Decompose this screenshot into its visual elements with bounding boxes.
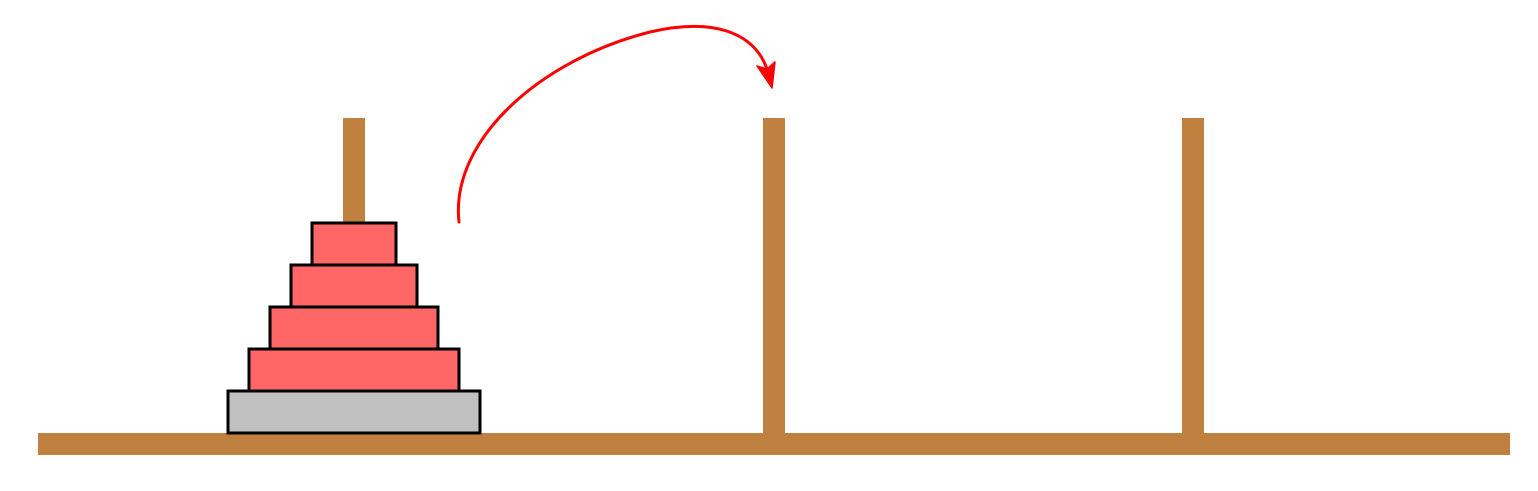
peg-3 bbox=[1182, 118, 1204, 433]
disk-2 bbox=[289, 263, 419, 309]
disks-layer bbox=[226, 221, 482, 435]
pegs-layer bbox=[343, 118, 1204, 433]
disk-3 bbox=[268, 305, 440, 351]
peg-2 bbox=[763, 118, 785, 433]
disk-5 bbox=[226, 389, 482, 435]
move-arrow-head bbox=[756, 61, 776, 89]
move-arrow-curve bbox=[456, 25, 770, 224]
base-board bbox=[38, 433, 1510, 455]
disk-4 bbox=[247, 347, 461, 393]
move-arrow bbox=[456, 25, 776, 224]
disk-1 bbox=[310, 221, 398, 267]
